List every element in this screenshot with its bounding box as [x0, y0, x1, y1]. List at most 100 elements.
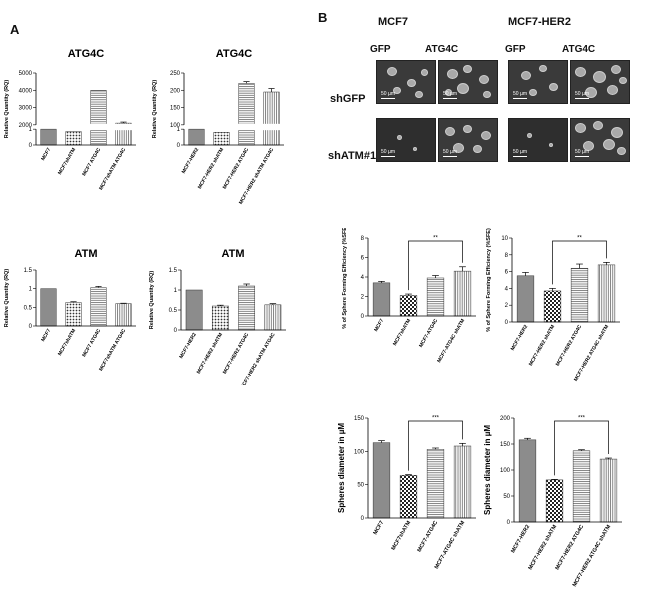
y-tick-label: 2: [361, 295, 365, 301]
sphere-blob: [479, 75, 489, 85]
bar: [543, 290, 562, 323]
sphere-blob: [611, 65, 621, 75]
y-axis-label: Relative Quantity (RQ): [4, 80, 10, 139]
axis-break-gap: [114, 123, 133, 131]
bar: [518, 439, 537, 523]
sphere-blob: [549, 143, 553, 147]
chart-atm-mcf7-her2: ATM Relative Quantity (RQ) 0 0.5 1 1.5 MCF7-HE…: [149, 248, 286, 385]
significance-label: ***: [578, 416, 586, 422]
y-tick-label: 1.5: [24, 268, 33, 274]
y-tick-label: 200: [500, 416, 511, 422]
panel-letter-a: A: [10, 22, 20, 37]
x-tick-label: MCF7 ATG4C: [81, 328, 102, 359]
bar: [545, 479, 564, 523]
scale-label: 50 µm: [443, 91, 457, 97]
y-tick-label: 1: [174, 288, 178, 294]
y-tick-label: 200: [170, 88, 181, 94]
micrograph-image: 50 µm: [438, 118, 498, 162]
micrograph-image: 50 µm: [376, 118, 436, 162]
y-tick-label: 0.5: [169, 308, 178, 314]
bar: [426, 449, 445, 519]
bar: [453, 445, 472, 519]
bar: [238, 83, 255, 146]
x-tick-label: MCF7shATM: [392, 318, 412, 347]
y-tick-label: 6: [505, 270, 509, 276]
chart-title: ATG4C: [216, 48, 253, 60]
axis-break-gap: [89, 123, 108, 131]
x-tick-label: MCF7shATM: [57, 328, 77, 357]
sphere-blob: [575, 67, 586, 78]
micrograph-image: 50 µm: [376, 60, 436, 104]
y-tick-label: 50: [357, 483, 364, 489]
x-tick-label: MCF7 ATG4C: [81, 147, 102, 178]
x-tick-label: MCF7-ATG4C shATM: [436, 318, 466, 364]
significance-label: ***: [432, 416, 440, 422]
micrograph-grid: MCF7 MCF7-HER2 GFP ATG4C GFP ATG4C shGFP…: [328, 16, 630, 186]
x-tick-label: MCF7-HER2 ATG4C: [222, 332, 251, 376]
scale-label: 50 µm: [575, 149, 589, 155]
scale-bar: [381, 155, 395, 157]
y-tick-label: 6: [361, 256, 365, 262]
y-axis-label: Spheres diameter in µM: [337, 423, 346, 513]
y-axis-label: Relative Quantity (RQ): [149, 271, 155, 330]
sphere-blob: [593, 71, 606, 83]
y-tick-label: 1: [29, 287, 33, 293]
micrograph-image: 50 µm: [438, 60, 498, 104]
y-tick-label: 4: [361, 275, 365, 281]
x-tick-label: MCF7-HER2 shATM: [197, 147, 225, 190]
x-tick-label: MCF7-HER2: [181, 147, 201, 175]
bar: [211, 305, 229, 331]
column-label-atg4c-2: ATG4C: [562, 44, 596, 55]
sphere-blob: [593, 121, 603, 131]
micrograph-image: 50 µm: [508, 118, 568, 162]
x-tick-label: MCF7-HER2: [178, 332, 198, 360]
y-tick-label: 0: [29, 143, 33, 149]
bar: [115, 303, 132, 327]
y-tick-label: 150: [170, 106, 181, 112]
bar: [372, 282, 391, 317]
x-tick-label: MCF7-ATG4C: [417, 520, 440, 553]
chart-diameter-mcf7-her2: Spheres diameter in µM 0 50 100 150 200 *** MCF…: [483, 416, 622, 588]
sphere-blob: [611, 127, 623, 138]
bar: [185, 289, 203, 331]
sphere-blob: [463, 65, 472, 74]
sphere-blob: [585, 87, 597, 98]
sphere-blob: [539, 65, 547, 73]
y-tick-label: 0: [505, 320, 509, 326]
y-tick-label: 2000: [19, 123, 33, 129]
x-tick-label: MCF7-ATG4C shATM: [434, 520, 467, 571]
y-tick-label: 0: [507, 520, 511, 526]
chart-title: ATG4C: [68, 48, 105, 60]
y-tick-label: 0: [177, 143, 181, 149]
x-tick-label: MCF7-HER2 shATM: [528, 524, 559, 571]
sphere-blob: [521, 71, 531, 81]
sphere-blob: [397, 135, 402, 140]
bar: [570, 267, 589, 323]
sphere-blob: [445, 89, 452, 96]
bar: [372, 442, 391, 519]
sphere-blob: [617, 147, 626, 156]
y-tick-label: 4: [505, 286, 509, 292]
axis-break-gap: [237, 123, 256, 131]
micrograph-image: 50 µm: [508, 60, 568, 104]
x-tick-label: MCF7-HER2 ATG4C: [555, 524, 586, 571]
x-tick-label: MCF7-HER2 shATM: [196, 332, 224, 375]
y-tick-label: 0: [29, 324, 33, 330]
bar: [597, 264, 616, 323]
y-tick-label: 100: [170, 123, 181, 129]
y-tick-label: 1.5: [169, 268, 178, 274]
chart-diameter-mcf7: Spheres diameter in µM 0 50 100 150 *** MCF7 MC…: [337, 416, 476, 571]
scale-bar: [513, 155, 527, 157]
significance-bracket: [552, 240, 607, 285]
micrograph-image: 50 µm: [570, 60, 630, 104]
y-tick-label: 50: [503, 494, 510, 500]
y-tick-label: 0.5: [24, 305, 33, 311]
sphere-blob: [575, 123, 586, 134]
bar: [572, 450, 591, 523]
x-tick-label: MCF7shATM: [57, 147, 77, 176]
scale-label: 50 µm: [381, 91, 395, 97]
y-tick-label: 5000: [19, 71, 33, 77]
column-label-atg4c-1: ATG4C: [425, 44, 459, 55]
